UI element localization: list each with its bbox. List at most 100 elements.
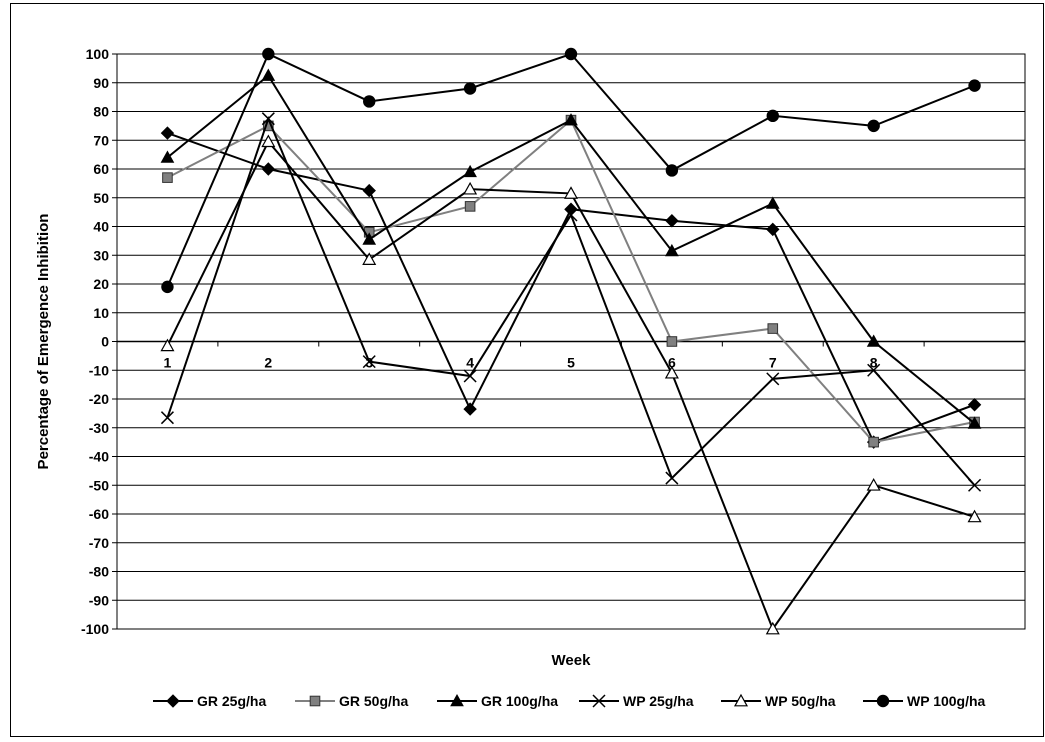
legend-label: WP 50g/ha <box>765 693 836 709</box>
x-stroke <box>160 411 174 425</box>
y-tick-label: 40 <box>93 219 109 235</box>
y-tick-label: 70 <box>93 132 109 148</box>
legend-item-wp-100g-ha: WP 100g/ha <box>863 693 986 709</box>
data-point-gr-25g-ha <box>362 183 376 198</box>
chart-frame: 100 90 80 70 60 50 40 30 20 10 0 -10 -20 -30 -40 -50 -60… <box>10 3 1044 737</box>
y-tick-label: -10 <box>89 362 109 378</box>
data-point-gr-25g-ha <box>261 162 276 176</box>
x-stroke <box>261 112 275 126</box>
x-stroke <box>665 471 679 485</box>
x-tick-label: 3 <box>365 355 373 371</box>
data-point-gr-100g-ha <box>765 196 780 209</box>
data-point-gr-100g-ha <box>160 150 175 163</box>
series-line-wp-100g-ha <box>166 52 975 288</box>
y-tick-label: 100 <box>86 46 110 62</box>
data-point-gr-100g-ha <box>362 232 377 245</box>
series-gr-25g-ha <box>160 126 982 449</box>
data-point-wp-25g-ha <box>968 478 982 492</box>
data-point-wp-25g-ha <box>766 372 780 386</box>
data-point-wp-50g-ha <box>866 478 881 491</box>
y-tick-label: -60 <box>89 506 109 522</box>
y-tick-label: 10 <box>93 305 109 321</box>
data-point-wp-100g-ha <box>463 82 477 95</box>
line-chart: 1009080706050403020100-10-20-30-40-50-60… <box>35 46 1026 709</box>
data-point-gr-100g-ha <box>261 68 276 81</box>
data-point-wp-50g-ha <box>362 252 377 265</box>
x-stroke <box>968 478 982 492</box>
y-tick-label: 30 <box>93 247 109 263</box>
series-wp-50g-ha <box>160 134 982 635</box>
data-point-wp-100g-ha <box>262 47 275 61</box>
data-point-gr-25g-ha <box>967 398 982 412</box>
x-axis-title: Week <box>552 652 592 669</box>
y-tick-label: -80 <box>89 564 109 580</box>
y-tick-label: -70 <box>89 535 109 551</box>
legend-label: WP 25g/ha <box>623 693 694 709</box>
data-point-wp-25g-ha <box>463 369 477 383</box>
y-tick-label: 90 <box>93 75 109 91</box>
legend-label: GR 100g/ha <box>481 693 558 709</box>
y-tick-label: -90 <box>89 592 109 608</box>
series-line-gr-25g-ha <box>167 132 975 444</box>
data-point-wp-100g-ha <box>766 109 779 123</box>
series-gr-100g-ha <box>160 68 982 429</box>
y-tick-label: -20 <box>89 391 109 407</box>
data-point-gr-50g-ha <box>464 201 476 212</box>
legend-label: GR 50g/ha <box>339 693 408 709</box>
data-point-wp-25g-ha <box>665 471 679 485</box>
data-point-gr-100g-ha <box>967 416 982 429</box>
data-point-gr-100g-ha <box>866 334 881 347</box>
data-point-gr-50g-ha <box>666 336 678 347</box>
legend-marker <box>592 694 606 708</box>
series-layer <box>160 47 982 635</box>
y-tick-label: 20 <box>93 276 109 292</box>
data-point-wp-100g-ha <box>968 79 981 92</box>
data-point-wp-100g-ha <box>363 95 376 108</box>
data-point-gr-50g-ha <box>868 436 879 448</box>
data-point-gr-25g-ha <box>766 222 780 237</box>
data-point-gr-25g-ha <box>665 214 679 228</box>
x-tick-label: 6 <box>668 355 676 371</box>
data-point-wp-50g-ha <box>765 621 780 635</box>
legend-marker <box>309 695 321 707</box>
y-tick-label: 50 <box>93 190 109 206</box>
data-point-wp-50g-ha <box>563 186 579 199</box>
x-stroke <box>362 355 376 369</box>
data-point-gr-100g-ha <box>665 243 679 257</box>
x-stroke <box>592 694 606 708</box>
legend: GR 25g/ha GR 50g/ha GR 100g/ha WP 25g/ha WP … <box>153 693 986 709</box>
data-point-wp-100g-ha <box>564 47 578 61</box>
x-stroke <box>564 208 578 222</box>
x-stroke <box>766 372 780 386</box>
data-point-wp-50g-ha <box>967 509 982 523</box>
data-point-wp-50g-ha <box>664 365 679 379</box>
data-point-wp-25g-ha <box>261 112 275 126</box>
data-point-gr-25g-ha <box>160 126 175 140</box>
x-tick-label: 7 <box>769 355 777 371</box>
x-tick-label: 5 <box>567 355 575 371</box>
series-wp-25g-ha <box>160 112 982 492</box>
data-point-wp-50g-ha <box>160 338 175 352</box>
data-point-wp-100g-ha <box>665 164 679 177</box>
legend-item-gr-100g-ha: GR 100g/ha <box>437 693 558 709</box>
x-tick-label: 2 <box>264 355 272 371</box>
data-point-gr-50g-ha <box>162 172 173 183</box>
data-point-gr-100g-ha <box>463 164 477 178</box>
data-point-wp-100g-ha <box>867 119 880 133</box>
data-point-wp-25g-ha <box>867 363 881 377</box>
legend-item-wp-50g-ha: WP 50g/ha <box>721 693 836 709</box>
data-point-wp-100g-ha <box>161 280 174 294</box>
x-tick-label: 1 <box>164 355 172 371</box>
y-axis-title: Percentage of Emergence Inhibition <box>35 214 52 470</box>
legend-marker <box>450 693 464 707</box>
legend-marker <box>876 694 890 708</box>
y-tick-label: -100 <box>81 621 109 637</box>
series-gr-50g-ha <box>162 114 980 448</box>
data-point-gr-100g-ha <box>564 113 578 126</box>
legend-item-gr-50g-ha: GR 50g/ha <box>295 693 408 709</box>
x-stroke <box>463 369 477 383</box>
y-tick-label: 0 <box>101 334 109 350</box>
y-tick-label: -50 <box>89 477 109 493</box>
x-tick-label: 8 <box>870 355 878 371</box>
data-point-wp-25g-ha <box>160 411 174 425</box>
